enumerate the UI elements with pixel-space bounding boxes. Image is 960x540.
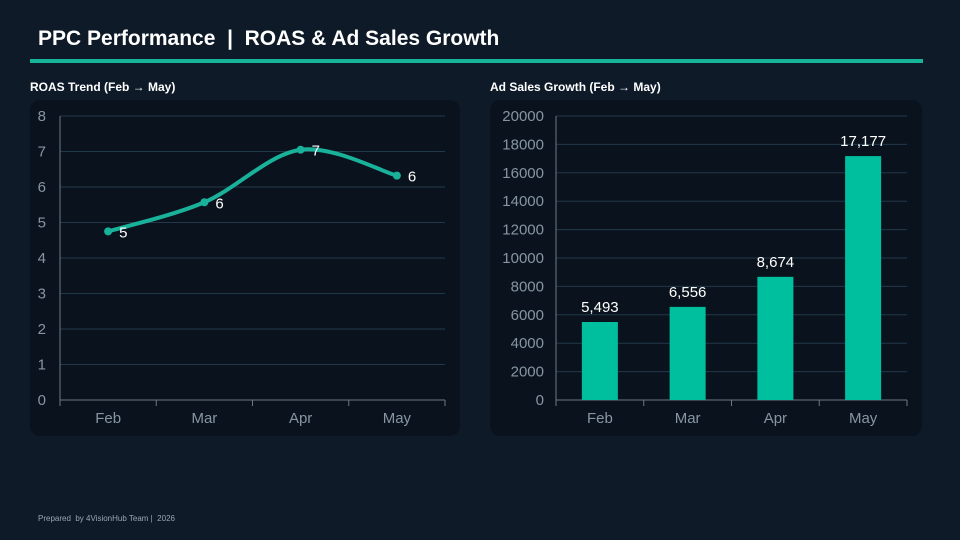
y-tick-label: 2000: [511, 364, 544, 381]
y-tick-label: 3: [38, 286, 46, 303]
footer-credit: Prepared by 4VisionHub Team | 2026: [38, 514, 175, 523]
y-tick-label: 4000: [511, 335, 544, 352]
sales-data-label: 6,556: [669, 284, 707, 301]
roas-series-line: [106, 147, 399, 234]
y-tick-label: 14000: [502, 193, 544, 210]
y-tick-label: 6: [38, 179, 46, 196]
roas-data-point: [392, 171, 401, 180]
roas-data-label: 6: [215, 195, 223, 212]
page-title: PPC Performance | ROAS & Ad Sales Growth: [38, 27, 500, 50]
x-tick-label: Mar: [191, 410, 217, 427]
y-tick-label: 1: [38, 357, 46, 374]
roas-line-chart: 0 1 2 3 4 5 6 7 8 Feb Mar Apr May 5 6 7 6: [38, 108, 446, 427]
y-tick-label: 8: [38, 108, 46, 125]
y-tick-label: 7: [38, 144, 46, 161]
roas-data-point: [104, 227, 113, 236]
roas-data-label: 7: [312, 143, 320, 160]
y-tick-label: 18000: [502, 136, 544, 153]
x-tick-label: Feb: [95, 410, 121, 427]
sales-data-label: 17,177: [840, 133, 886, 150]
sales-bar: [669, 306, 706, 400]
y-tick-label: 0: [536, 392, 544, 409]
y-tick-label: 4: [38, 250, 46, 267]
sales-bar: [757, 276, 794, 400]
roas-chart-title: ROAS Trend (Feb → May): [30, 80, 176, 94]
y-tick-label: 12000: [502, 222, 544, 239]
x-tick-label: Apr: [764, 410, 787, 427]
y-tick-label: 20000: [502, 108, 544, 125]
x-tick-label: Apr: [289, 410, 312, 427]
sales-data-label: 5,493: [581, 299, 619, 316]
y-tick-label: 0: [38, 392, 46, 409]
y-tick-label: 2: [38, 321, 46, 338]
roas-data-label: 6: [408, 169, 416, 186]
x-tick-label: Feb: [587, 410, 613, 427]
roas-data-point: [200, 198, 209, 207]
sales-bar: [581, 321, 618, 400]
sales-bar: [845, 156, 882, 400]
x-tick-label: May: [849, 410, 878, 427]
roas-data-label: 5: [119, 224, 127, 241]
sales-data-label: 8,674: [757, 254, 795, 271]
title-divider: [30, 59, 923, 63]
y-tick-label: 8000: [511, 278, 544, 295]
roas-data-point: [296, 145, 305, 154]
y-tick-label: 6000: [511, 307, 544, 324]
sales-bar-chart: 0 2000 4000 6000 8000 10000 12000 14000 16000 180…: [502, 108, 908, 427]
y-tick-label: 10000: [502, 250, 544, 267]
x-tick-label: Mar: [675, 410, 701, 427]
y-tick-label: 5: [38, 215, 46, 232]
x-tick-label: May: [383, 410, 412, 427]
sales-chart-title: Ad Sales Growth (Feb → May): [490, 80, 661, 94]
roas-chart-panel: 0 1 2 3 4 5 6 7 8 Feb Mar Apr May 5 6 7 6: [30, 100, 460, 436]
y-tick-label: 16000: [502, 165, 544, 182]
sales-chart-panel: 0 2000 4000 6000 8000 10000 12000 14000 16000 180…: [490, 100, 922, 436]
